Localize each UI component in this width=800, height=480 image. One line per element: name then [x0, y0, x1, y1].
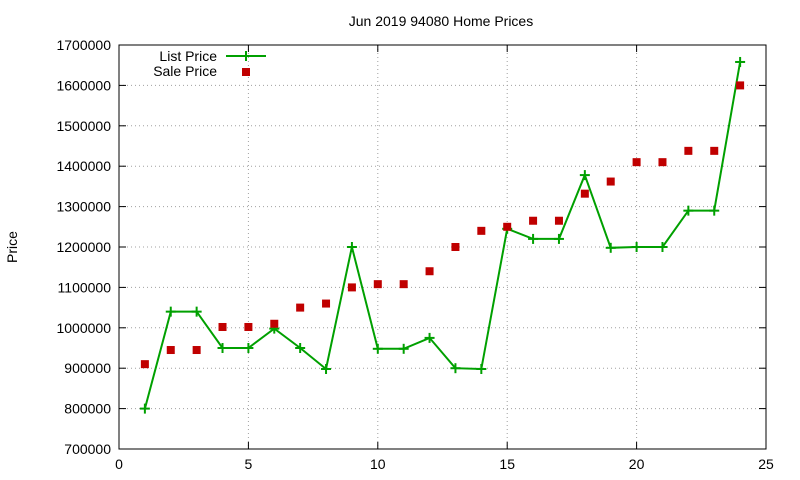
list-price-point [735, 56, 746, 67]
sale-price-point [322, 299, 331, 308]
list-price-point [450, 363, 461, 374]
y-tick-label: 1300000 [56, 199, 111, 215]
y-tick-label: 1400000 [56, 158, 111, 174]
list-price-point [476, 364, 487, 375]
list-price-point [683, 205, 694, 216]
sale-price-point [658, 158, 667, 167]
list-price-line [143, 61, 742, 409]
y-tick-label: 1000000 [56, 320, 111, 336]
axes: 0 5 10 15 20 25 700000 800000 900000 1000000 11000… [56, 37, 774, 472]
x-tick-label: 5 [245, 456, 253, 472]
list-price-point [631, 242, 642, 252]
sale-price-point [270, 319, 279, 328]
sale-price-point [710, 146, 719, 155]
list-price-point [243, 343, 254, 353]
y-tick-label: 1700000 [56, 37, 111, 53]
y-tick-label: 900000 [64, 360, 111, 376]
x-tick-label: 15 [499, 456, 515, 472]
y-tick-label: 1200000 [56, 239, 111, 255]
legend-label-sale-price: Sale Price [153, 63, 217, 79]
list-price-point [191, 306, 202, 317]
y-tick-label: 1100000 [58, 279, 112, 295]
list-price-point [398, 343, 409, 354]
list-price-point [217, 343, 228, 353]
sale-price-point [425, 267, 434, 276]
sale-price-point [399, 280, 408, 289]
y-tick-label: 700000 [64, 441, 111, 457]
list-price-point [424, 332, 435, 343]
sale-price-point [503, 222, 512, 231]
sale-price-point [529, 216, 538, 225]
sale-price-point [218, 322, 227, 331]
list-price-point [553, 233, 564, 244]
sale-price-point [554, 216, 563, 225]
sale-price-point [606, 177, 615, 186]
grid [119, 45, 766, 449]
y-tick-label: 1600000 [56, 77, 111, 93]
sale-price-point [632, 158, 641, 167]
y-tick-label: 1500000 [56, 118, 111, 134]
list-price-point [321, 364, 332, 375]
chart-title: Jun 2019 94080 Home Prices [349, 13, 533, 29]
list-price-point [295, 343, 306, 353]
sale-price-point [296, 303, 305, 312]
x-tick-label: 25 [758, 456, 774, 472]
list-price-point [372, 343, 383, 354]
sale-price-point [347, 283, 356, 292]
legend-marker-sale-price [242, 68, 250, 76]
sale-price-point [580, 189, 589, 198]
list-price-point [346, 242, 357, 252]
sale-price-point [166, 346, 175, 355]
sale-price-point [192, 346, 201, 355]
sale-price-point [684, 146, 693, 155]
list-price-point [709, 205, 720, 216]
series [139, 56, 746, 414]
list-price-point [165, 306, 176, 317]
plot-frame [118, 44, 767, 450]
list-price-point [657, 242, 668, 252]
x-tick-label: 0 [115, 456, 123, 472]
y-axis-label: Price [4, 231, 20, 263]
legend-marker-list-price [241, 51, 251, 61]
sale-price-point [140, 360, 149, 369]
legend-label-list-price: List Price [159, 48, 217, 64]
list-price-point [528, 233, 539, 244]
list-price-point [139, 403, 150, 414]
sale-price-point [451, 243, 460, 251]
sale-price-point [736, 81, 745, 90]
sale-price-point [373, 280, 382, 289]
list-price-point [579, 170, 590, 181]
x-tick-label: 10 [370, 456, 386, 472]
y-tick-label: 800000 [64, 401, 111, 417]
sale-price-point [477, 226, 486, 235]
x-tick-label: 20 [629, 456, 645, 472]
list-price-point [605, 242, 616, 253]
sale-price-point [244, 322, 253, 331]
